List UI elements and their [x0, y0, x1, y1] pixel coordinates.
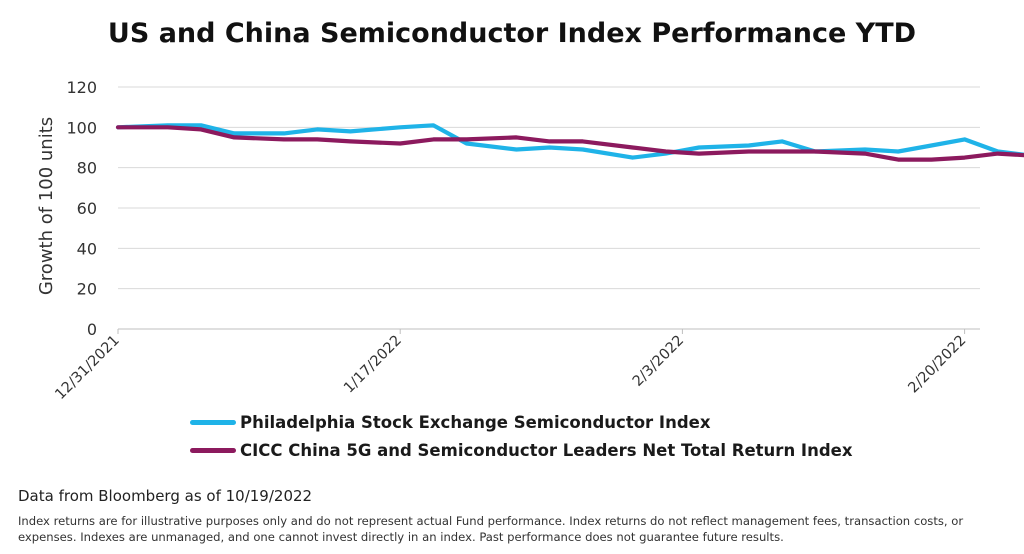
legend-swatch-china [190, 447, 236, 453]
legend: Philadelphia Stock Exchange Semiconducto… [190, 408, 852, 464]
y-tick-label: 60 [77, 199, 97, 218]
series-lines [115, 123, 1024, 162]
x-tick-label: 1/17/2022 [341, 333, 405, 397]
x-axis: 12/31/20211/17/20222/3/20222/20/20223/9/… [52, 328, 980, 403]
y-axis-label: Growth of 100 units [36, 117, 57, 295]
y-tick-label: 0 [87, 320, 97, 339]
legend-item-us: Philadelphia Stock Exchange Semiconducto… [190, 408, 852, 436]
y-tick-label: 40 [77, 239, 97, 258]
y-tick-label: 20 [77, 280, 97, 299]
chart-title: US and China Semiconductor Index Perform… [107, 18, 917, 49]
series-line-china-semiconductor [115, 125, 1024, 162]
grid-lines [118, 86, 980, 290]
x-tick-label: 12/31/2021 [52, 333, 122, 403]
x-tick-label: 2/3/2022 [630, 333, 687, 390]
source-note: Data from Bloomberg as of 10/19/2022 [18, 487, 313, 505]
legend-label-us: Philadelphia Stock Exchange Semiconducto… [240, 412, 711, 432]
y-axis-ticks: 0 20 40 60 80 100 120 [66, 78, 97, 339]
y-tick-label: 120 [66, 78, 97, 97]
disclaimer-text: Index returns are for illustrative purpo… [18, 514, 964, 544]
x-tick-label: 2/20/2022 [906, 333, 970, 397]
legend-label-china: CICC China 5G and Semiconductor Leaders … [240, 440, 853, 460]
y-tick-label: 100 [66, 118, 97, 137]
y-tick-label: 80 [77, 159, 97, 178]
legend-swatch-us [190, 419, 236, 425]
legend-item-china: CICC China 5G and Semiconductor Leaders … [190, 436, 852, 464]
